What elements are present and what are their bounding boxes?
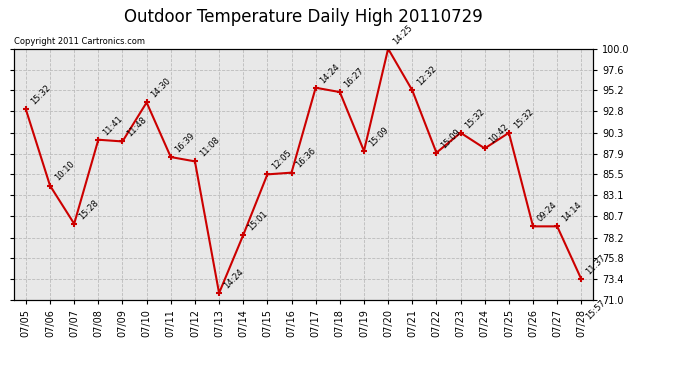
Text: 15:32: 15:32 [29, 83, 52, 106]
Text: 12:32: 12:32 [415, 64, 438, 87]
Text: 15:09: 15:09 [440, 127, 462, 150]
Text: 14:14: 14:14 [560, 200, 583, 223]
Text: 14:24: 14:24 [222, 267, 245, 290]
Text: 11:37: 11:37 [584, 253, 607, 276]
Text: 15:32: 15:32 [464, 107, 486, 130]
Text: 14:30: 14:30 [150, 76, 172, 100]
Text: 11:48: 11:48 [126, 116, 148, 139]
Text: 15:01: 15:01 [246, 209, 269, 232]
Text: Copyright 2011 Cartronics.com: Copyright 2011 Cartronics.com [14, 37, 145, 46]
Text: 09:24: 09:24 [536, 200, 559, 223]
Text: 15:57: 15:57 [584, 298, 607, 322]
Text: 10:42: 10:42 [488, 123, 511, 146]
Text: 15:28: 15:28 [77, 198, 100, 221]
Text: 15:32: 15:32 [512, 107, 535, 130]
Text: 12:05: 12:05 [270, 148, 293, 172]
Text: 16:39: 16:39 [174, 131, 197, 154]
Text: 11:41: 11:41 [101, 114, 124, 137]
Text: 16:36: 16:36 [295, 147, 317, 170]
Text: Outdoor Temperature Daily High 20110729: Outdoor Temperature Daily High 20110729 [124, 8, 483, 26]
Text: 14:25: 14:25 [391, 23, 414, 46]
Text: 11:08: 11:08 [198, 135, 221, 159]
Text: 15:09: 15:09 [367, 125, 390, 148]
Text: 14:24: 14:24 [319, 62, 342, 85]
Text: 16:27: 16:27 [343, 66, 366, 89]
Text: 10:10: 10:10 [53, 160, 76, 183]
